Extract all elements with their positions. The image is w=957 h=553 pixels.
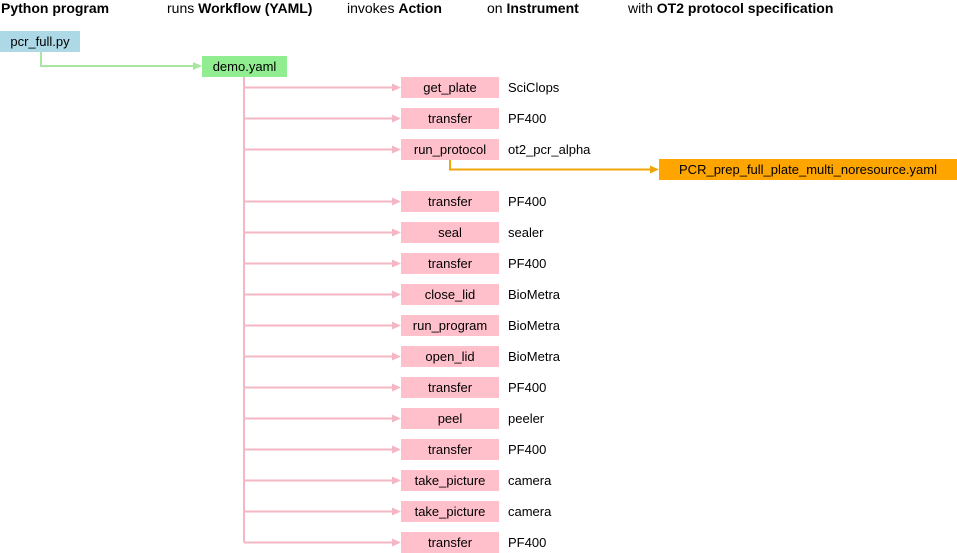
header-workflow-prefix: runs (167, 0, 195, 16)
instrument-label: camera (508, 504, 552, 519)
action-box: seal (401, 222, 499, 243)
header-python-program-label: Python program (1, 0, 110, 16)
arrowhead (392, 259, 401, 268)
arrowhead (392, 507, 401, 516)
action-box: open_lid (401, 346, 499, 367)
action-to-protocol-connector (449, 160, 659, 174)
arrowhead (392, 114, 401, 123)
header-protocol-prefix: with (628, 0, 653, 16)
action-box: close_lid (401, 284, 499, 305)
protocol-box: PCR_prep_full_plate_multi_noresource.yam… (659, 159, 957, 180)
action-box: transfer (401, 191, 499, 212)
workflow-box: demo.yaml (202, 56, 287, 77)
action-box: run_protocol (401, 139, 499, 160)
header-protocol: with OT2 protocol specification (628, 0, 833, 17)
header-action-prefix: invokes (347, 0, 395, 16)
arrowhead (193, 62, 202, 70)
action-box: run_program (401, 315, 499, 336)
instrument-label: ot2_pcr_alpha (508, 142, 591, 157)
instrument-label: sealer (508, 225, 544, 240)
header-protocol-label: OT2 protocol specification (656, 0, 834, 16)
instrument-label: SciClops (508, 80, 560, 95)
action-box: transfer (401, 439, 499, 460)
action-box: transfer (401, 253, 499, 274)
action-box: transfer (401, 532, 499, 553)
action-box: get_plate (401, 77, 499, 98)
header-workflow-label: Workflow (YAML) (198, 0, 313, 16)
arrowhead (392, 352, 401, 361)
instrument-label: BioMetra (508, 349, 561, 364)
arrowhead (650, 165, 659, 174)
action-box: transfer (401, 108, 499, 129)
program-box: pcr_full.py (0, 31, 80, 52)
instrument-label: PF400 (508, 380, 547, 395)
instrument-label: PF400 (508, 256, 547, 271)
arrowhead (392, 83, 401, 92)
header-action: invokes Action (347, 0, 442, 17)
workflow-to-action-connectors (243, 77, 401, 547)
action-box: peel (401, 408, 499, 429)
header-instrument-prefix: on (487, 0, 503, 16)
arrowhead (392, 197, 401, 206)
program-to-workflow-connector (40, 52, 202, 70)
arrowhead (392, 321, 401, 330)
action-box: take_picture (401, 501, 499, 522)
header-instrument: on Instrument (487, 0, 579, 17)
arrowhead (392, 476, 401, 485)
instrument-label: PF400 (508, 535, 547, 550)
action-box: transfer (401, 377, 499, 398)
header-instrument-label: Instrument (506, 0, 579, 16)
arrowhead (392, 414, 401, 423)
instrument-label: camera (508, 473, 552, 488)
arrowhead (392, 445, 401, 454)
header-python-program: Python program (1, 0, 109, 17)
instrument-label: PF400 (508, 194, 547, 209)
header-action-label: Action (398, 0, 442, 16)
arrowhead (392, 290, 401, 299)
header-workflow: runs Workflow (YAML) (167, 0, 312, 17)
arrowhead (392, 383, 401, 392)
arrowhead (392, 538, 401, 547)
instrument-label: peeler (508, 411, 545, 426)
instrument-label: PF400 (508, 442, 547, 457)
instrument-label: BioMetra (508, 318, 561, 333)
instrument-label: BioMetra (508, 287, 561, 302)
instrument-label: PF400 (508, 111, 547, 126)
arrowhead (392, 228, 401, 237)
arrowhead (392, 145, 401, 154)
action-box: take_picture (401, 470, 499, 491)
